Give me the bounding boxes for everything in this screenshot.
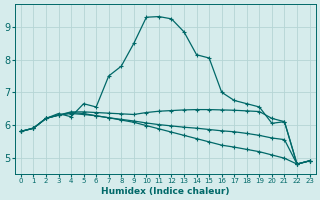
X-axis label: Humidex (Indice chaleur): Humidex (Indice chaleur) <box>101 187 229 196</box>
